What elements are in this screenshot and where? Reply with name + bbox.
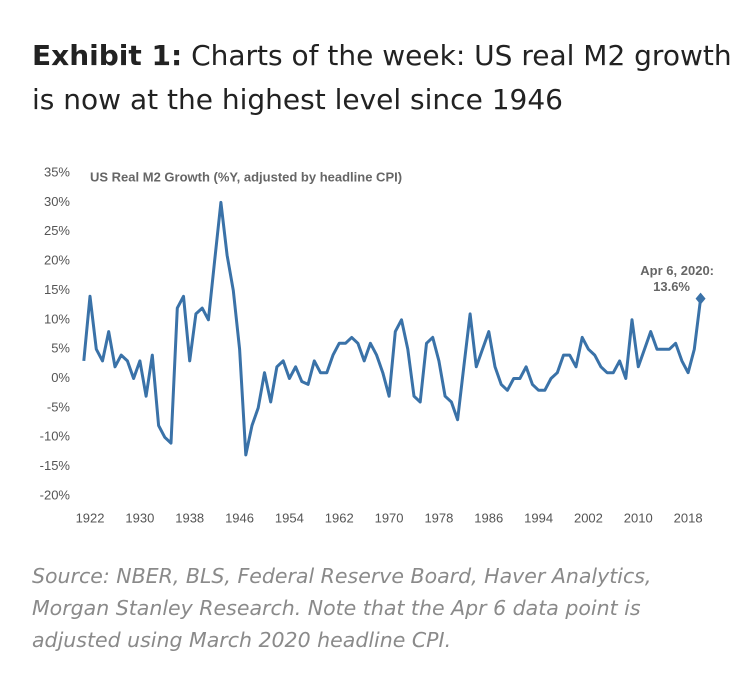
source: Source: NBER, BLS, Federal Reserve Board… [32,564,652,652]
x-tick-label: 1970 [375,510,404,525]
y-tick-label: 20% [44,253,70,268]
title: Exhibit 1: Charts of the week: US real M… [32,34,732,122]
x-tick-label: 2018 [674,510,703,525]
end-marker [695,292,706,305]
x-tick-label: 1922 [76,510,105,525]
title-label: Exhibit 1: [32,39,183,72]
x-tick-label: 1986 [474,510,503,525]
y-tick-label: -5% [47,399,71,414]
x-tick-label: 1938 [175,510,204,525]
y-tick-label: 35% [44,164,70,179]
annotation: Apr 6, 2020: [640,263,714,278]
x-tick-label: 1962 [325,510,354,525]
y-tick-label: -20% [40,487,71,502]
y-tick-label: 25% [44,223,70,238]
annotation-value: 13.6% [653,279,690,294]
y-tick-label: -15% [40,458,71,473]
x-tick-label: 1994 [524,510,553,525]
chart-subtitle: US Real M2 Growth (%Y, adjusted by headl… [90,169,402,184]
x-tick-label: 1978 [424,510,453,525]
y-tick-label: 30% [44,194,70,209]
y-tick-label: 5% [51,341,70,356]
y-tick-label: 10% [44,311,70,326]
line-series [82,200,703,457]
y-tick-label: -10% [40,429,71,444]
x-tick-label: 1930 [125,510,154,525]
y-tick-label: 0% [51,370,70,385]
title-text: Charts of the week: US real M2 growth is… [32,39,732,116]
x-tick-label: 2010 [624,510,653,525]
x-tick-label: 1946 [225,510,254,525]
chart: US Real M2 Growth (%Y, adjusted by headl… [40,164,714,525]
y-tick-label: 15% [44,282,70,297]
x-tick-label: 1954 [275,510,304,525]
x-tick-label: 2002 [574,510,603,525]
